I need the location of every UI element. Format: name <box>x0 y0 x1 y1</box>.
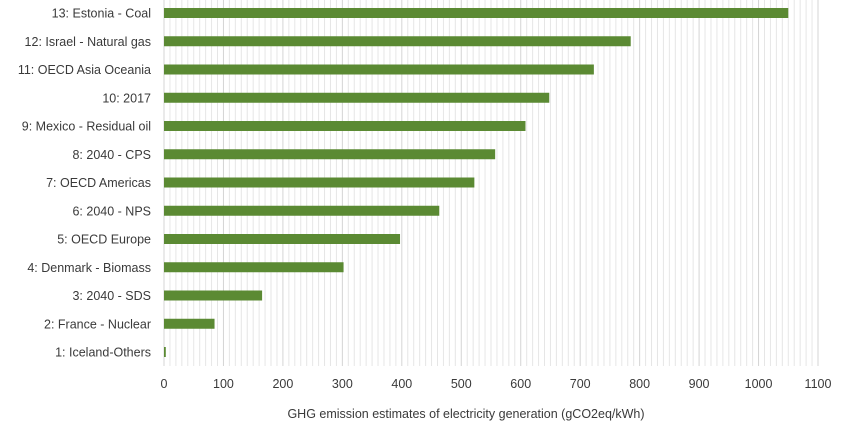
x-tick-labels: 0 100 200 300 400 500 600 700 800 900 1000 1100 <box>161 377 832 391</box>
x-axis-title: GHG emission estimates of electricity ge… <box>287 407 644 421</box>
category-label: 11: OECD Asia Oceania <box>18 63 151 77</box>
x-tick-label: 700 <box>570 377 591 391</box>
bar <box>164 177 475 188</box>
bar <box>164 234 401 244</box>
category-label: 6: 2040 - NPS <box>72 204 151 218</box>
bar <box>164 290 263 301</box>
bar <box>164 36 631 47</box>
category-label: 3: 2040 - SDS <box>72 289 151 303</box>
bar <box>164 318 215 329</box>
bar <box>164 8 789 18</box>
x-tick-label: 1000 <box>745 377 773 391</box>
x-tick-label: 0 <box>161 377 168 391</box>
x-tick-label: 200 <box>272 377 293 391</box>
x-tick-label: 100 <box>213 377 234 391</box>
bar <box>164 149 496 160</box>
bar <box>164 205 440 216</box>
x-tick-label: 300 <box>332 377 353 391</box>
category-label: 10: 2017 <box>102 91 151 105</box>
category-label: 7: OECD Americas <box>46 176 151 190</box>
category-label: 8: 2040 - CPS <box>72 148 151 162</box>
bars-group <box>164 8 789 357</box>
category-label: 2: France - Nuclear <box>44 317 151 331</box>
bar <box>164 347 166 357</box>
category-label: 4: Denmark - Biomass <box>27 261 151 275</box>
category-label: 1: Iceland-Others <box>55 346 151 360</box>
bar <box>164 92 550 103</box>
x-tick-label: 600 <box>510 377 531 391</box>
category-labels: 13: Estonia - Coal 12: Israel - Natural g… <box>18 7 151 360</box>
x-tick-label: 900 <box>689 377 710 391</box>
bar <box>164 64 594 75</box>
x-tick-label: 400 <box>391 377 412 391</box>
bar <box>164 121 526 131</box>
bar <box>164 262 344 273</box>
category-label: 5: OECD Europe <box>57 233 151 247</box>
x-tick-label: 800 <box>629 377 650 391</box>
category-label: 12: Israel - Natural gas <box>25 35 151 49</box>
category-label: 9: Mexico - Residual oil <box>22 120 151 134</box>
x-tick-label: 1100 <box>805 377 832 391</box>
x-tick-label: 500 <box>451 377 472 391</box>
category-label: 13: Estonia - Coal <box>52 7 151 21</box>
